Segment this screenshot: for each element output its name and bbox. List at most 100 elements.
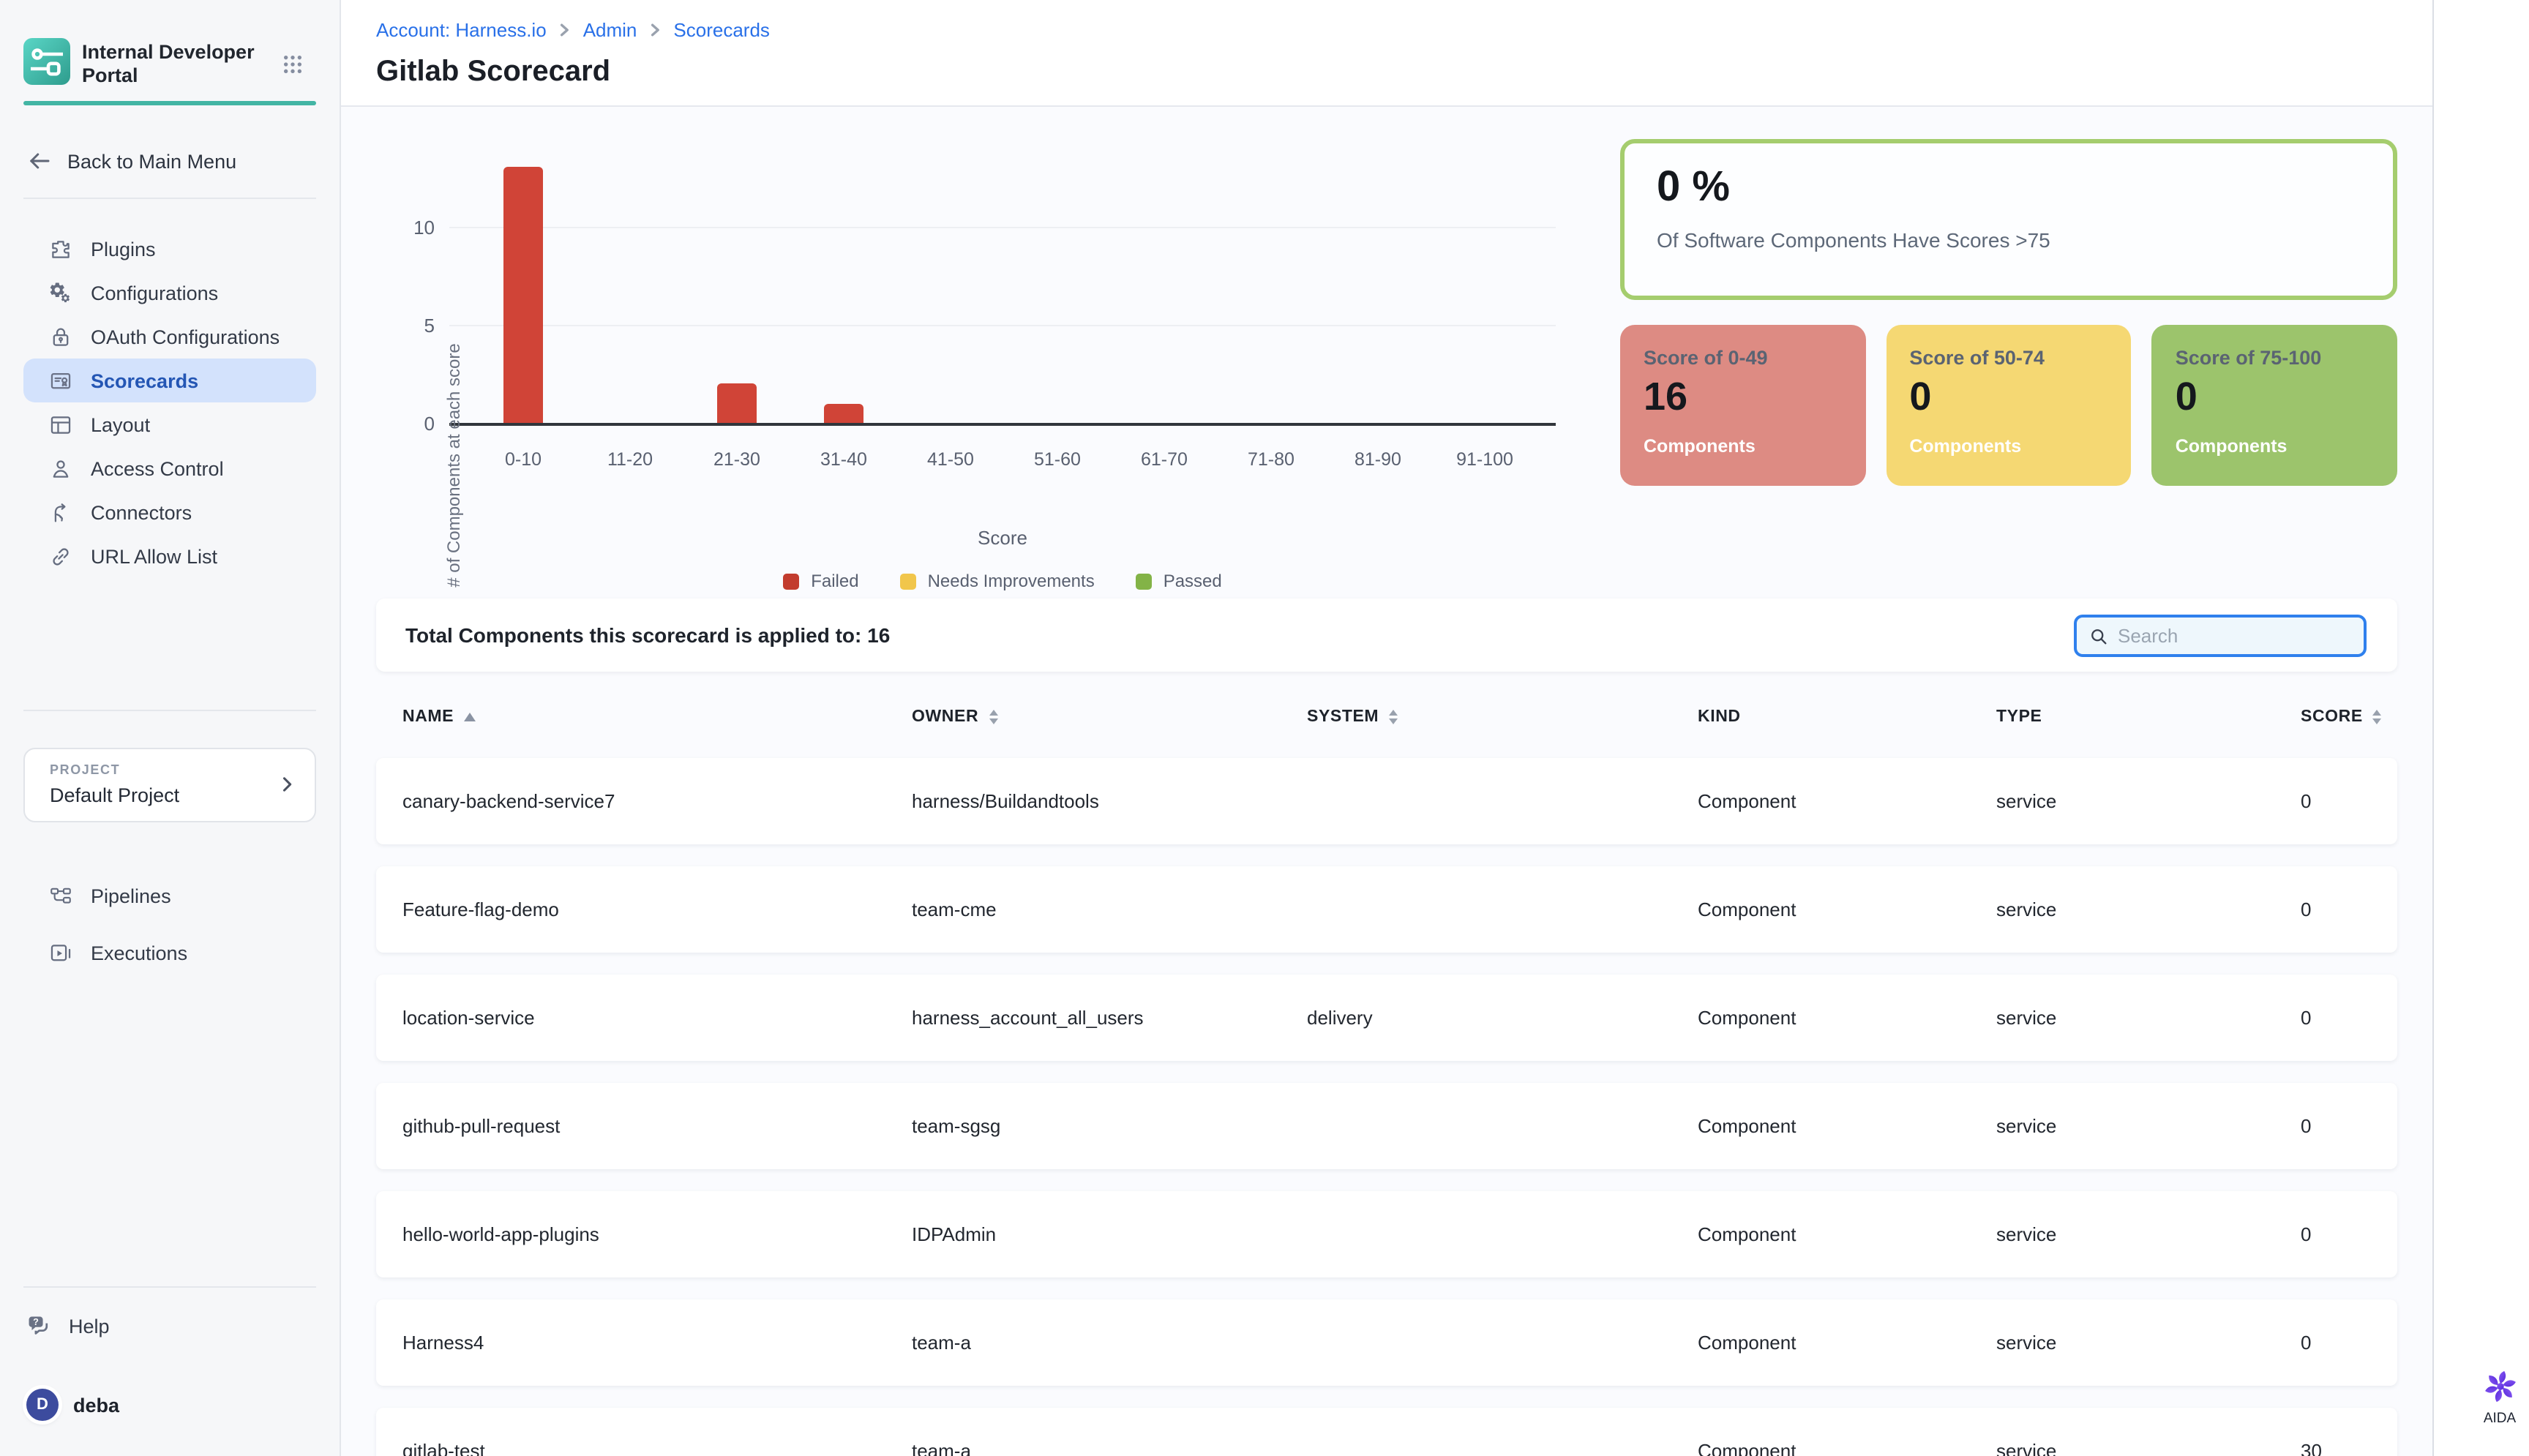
breadcrumb-scorecards[interactable]: Scorecards (673, 19, 770, 41)
user-name: deba (73, 1394, 120, 1416)
sidebar-item-url-allow-list[interactable]: URL Allow List (23, 534, 316, 578)
cell-type: service (1996, 1007, 2057, 1029)
project-selector[interactable]: PROJECT Default Project (23, 748, 316, 822)
cell-name: hello-world-app-plugins (402, 1223, 599, 1245)
cell-name: Harness4 (402, 1332, 484, 1354)
page-title: Gitlab Scorecard (376, 56, 611, 88)
cell-kind: Component (1698, 1115, 1796, 1137)
gridline (449, 324, 1556, 326)
cell-owner: team-a (912, 1332, 971, 1354)
sidebar: Internal Developer Portal Back to Main M… (0, 0, 341, 1456)
cell-owner: harness_account_all_users (912, 1007, 1144, 1029)
sidebar-item-label: Executions (91, 942, 188, 964)
column-label: OWNER (912, 708, 979, 726)
cell-owner: team-sgsg (912, 1115, 1001, 1137)
sidebar-divider (23, 1286, 316, 1288)
y-axis-title: # of Components at each score (443, 343, 464, 588)
table-row[interactable]: canary-backend-service7 harness/Buildandt… (376, 758, 2397, 844)
sidebar-item-plugins[interactable]: Plugins (23, 227, 316, 271)
table-toolbar: Total Components this scorecard is appli… (376, 598, 2397, 672)
sidebar-item-label: URL Allow List (91, 545, 218, 567)
table-row[interactable]: Harness4 team-a Component service 0 (376, 1299, 2397, 1386)
components-table: canary-backend-service7 harness/Buildandt… (376, 758, 2397, 1456)
idp-logo-icon (23, 38, 70, 85)
sidebar-item-layout[interactable]: Layout (23, 402, 316, 446)
table-row[interactable]: hello-world-app-plugins IDPAdmin Component… (376, 1191, 2397, 1277)
back-label: Back to Main Menu (67, 150, 237, 172)
bucket-title: Score of 50-74 (1909, 347, 2045, 369)
brand: Internal Developer Portal (23, 38, 255, 88)
cell-score: 0 (2301, 1332, 2312, 1354)
bucket-count: 0 (2175, 375, 2198, 419)
breadcrumb-admin[interactable]: Admin (582, 19, 637, 41)
aida-assistant-button[interactable]: AIDA (2470, 1367, 2529, 1427)
bucket-count: 16 (1644, 375, 1688, 419)
sidebar-item-pipelines[interactable]: Pipelines (23, 868, 316, 925)
x-tick-label: 51-60 (1034, 449, 1081, 470)
legend-item-passed: Passed (1135, 571, 1222, 591)
aida-label: AIDA (2483, 1411, 2517, 1427)
sidebar-item-executions[interactable]: Executions (23, 925, 316, 982)
column-header-system[interactable]: SYSTEM (1307, 708, 1698, 726)
x-tick-label: 91-100 (1456, 449, 1513, 470)
legend-swatch (783, 573, 800, 589)
user-menu[interactable]: D deba (23, 1384, 316, 1425)
table-row[interactable]: location-service harness_account_all_user… (376, 975, 2397, 1061)
brand-underline (23, 101, 316, 105)
breadcrumb: Account: Harness.io Admin Scorecards (376, 19, 770, 41)
table-row[interactable]: github-pull-request team-sgsg Component ser… (376, 1083, 2397, 1169)
gears-icon (48, 280, 73, 305)
cell-kind: Component (1698, 790, 1796, 812)
column-label: SCORE (2301, 708, 2363, 726)
cell-name: gitlab-test (402, 1440, 485, 1456)
layout-icon (48, 412, 73, 437)
cell-owner: team-a (912, 1440, 971, 1456)
table-row[interactable]: Feature-flag-demo team-cme Component servic… (376, 866, 2397, 953)
chart-legend: Failed Needs Improvements Passed (449, 571, 1556, 591)
table-row[interactable]: gitlab-test team-a Component service 30 (376, 1408, 2397, 1456)
column-header-owner[interactable]: OWNER (912, 708, 1307, 726)
bucket-title: Score of 0-49 (1644, 347, 1768, 369)
sidebar-item-connectors[interactable]: Connectors (23, 490, 316, 534)
column-header-name[interactable]: NAME (402, 708, 912, 726)
cell-name: location-service (402, 1007, 535, 1029)
column-label: TYPE (1996, 708, 2042, 726)
cell-score: 0 (2301, 898, 2312, 920)
person-icon (48, 456, 73, 481)
sidebar-item-scorecards[interactable]: Scorecards (23, 359, 316, 402)
legend-label: Passed (1163, 571, 1222, 591)
gridline (449, 226, 1556, 228)
bar-31-40 (824, 403, 863, 423)
project-value: Default Project (50, 784, 180, 806)
sidebar-item-label: Configurations (91, 282, 219, 304)
cell-score: 0 (2301, 1223, 2312, 1245)
cell-kind: Component (1698, 1332, 1796, 1354)
x-tick-label: 81-90 (1355, 449, 1401, 470)
legend-label: Needs Improvements (927, 571, 1095, 591)
cell-kind: Component (1698, 898, 1796, 920)
sidebar-item-label: Access Control (91, 457, 224, 479)
search-box[interactable] (2074, 615, 2367, 657)
x-tick-label: 41-50 (927, 449, 974, 470)
sidebar-item-configurations[interactable]: Configurations (23, 271, 316, 315)
legend-item-needs-improvements: Needs Improvements (899, 571, 1095, 591)
cell-type: service (1996, 790, 2057, 812)
breadcrumb-account[interactable]: Account: Harness.io (376, 19, 547, 41)
sidebar-item-oauth-configurations[interactable]: OAuth Configurations (23, 315, 316, 359)
column-header-score[interactable]: SCORE (2301, 708, 2397, 726)
main-content: # of Components at each score Score Fail… (341, 107, 2432, 1456)
page-header: Account: Harness.io Admin Scorecards Git… (341, 0, 2529, 107)
sidebar-secondary-nav: Pipelines Executions (0, 868, 341, 982)
back-to-main-menu[interactable]: Back to Main Menu (23, 140, 316, 181)
cell-type: service (1996, 1115, 2057, 1137)
search-input[interactable] (2118, 625, 2352, 647)
bar-0-10 (503, 167, 543, 423)
sidebar-item-access-control[interactable]: Access Control (23, 446, 316, 490)
link-icon (48, 544, 73, 568)
help-button[interactable]: ? Help (23, 1305, 316, 1346)
cell-name: Feature-flag-demo (402, 898, 559, 920)
column-label: KIND (1698, 708, 1741, 726)
app-grid-icon[interactable] (281, 53, 304, 76)
legend-item-failed: Failed (783, 571, 859, 591)
